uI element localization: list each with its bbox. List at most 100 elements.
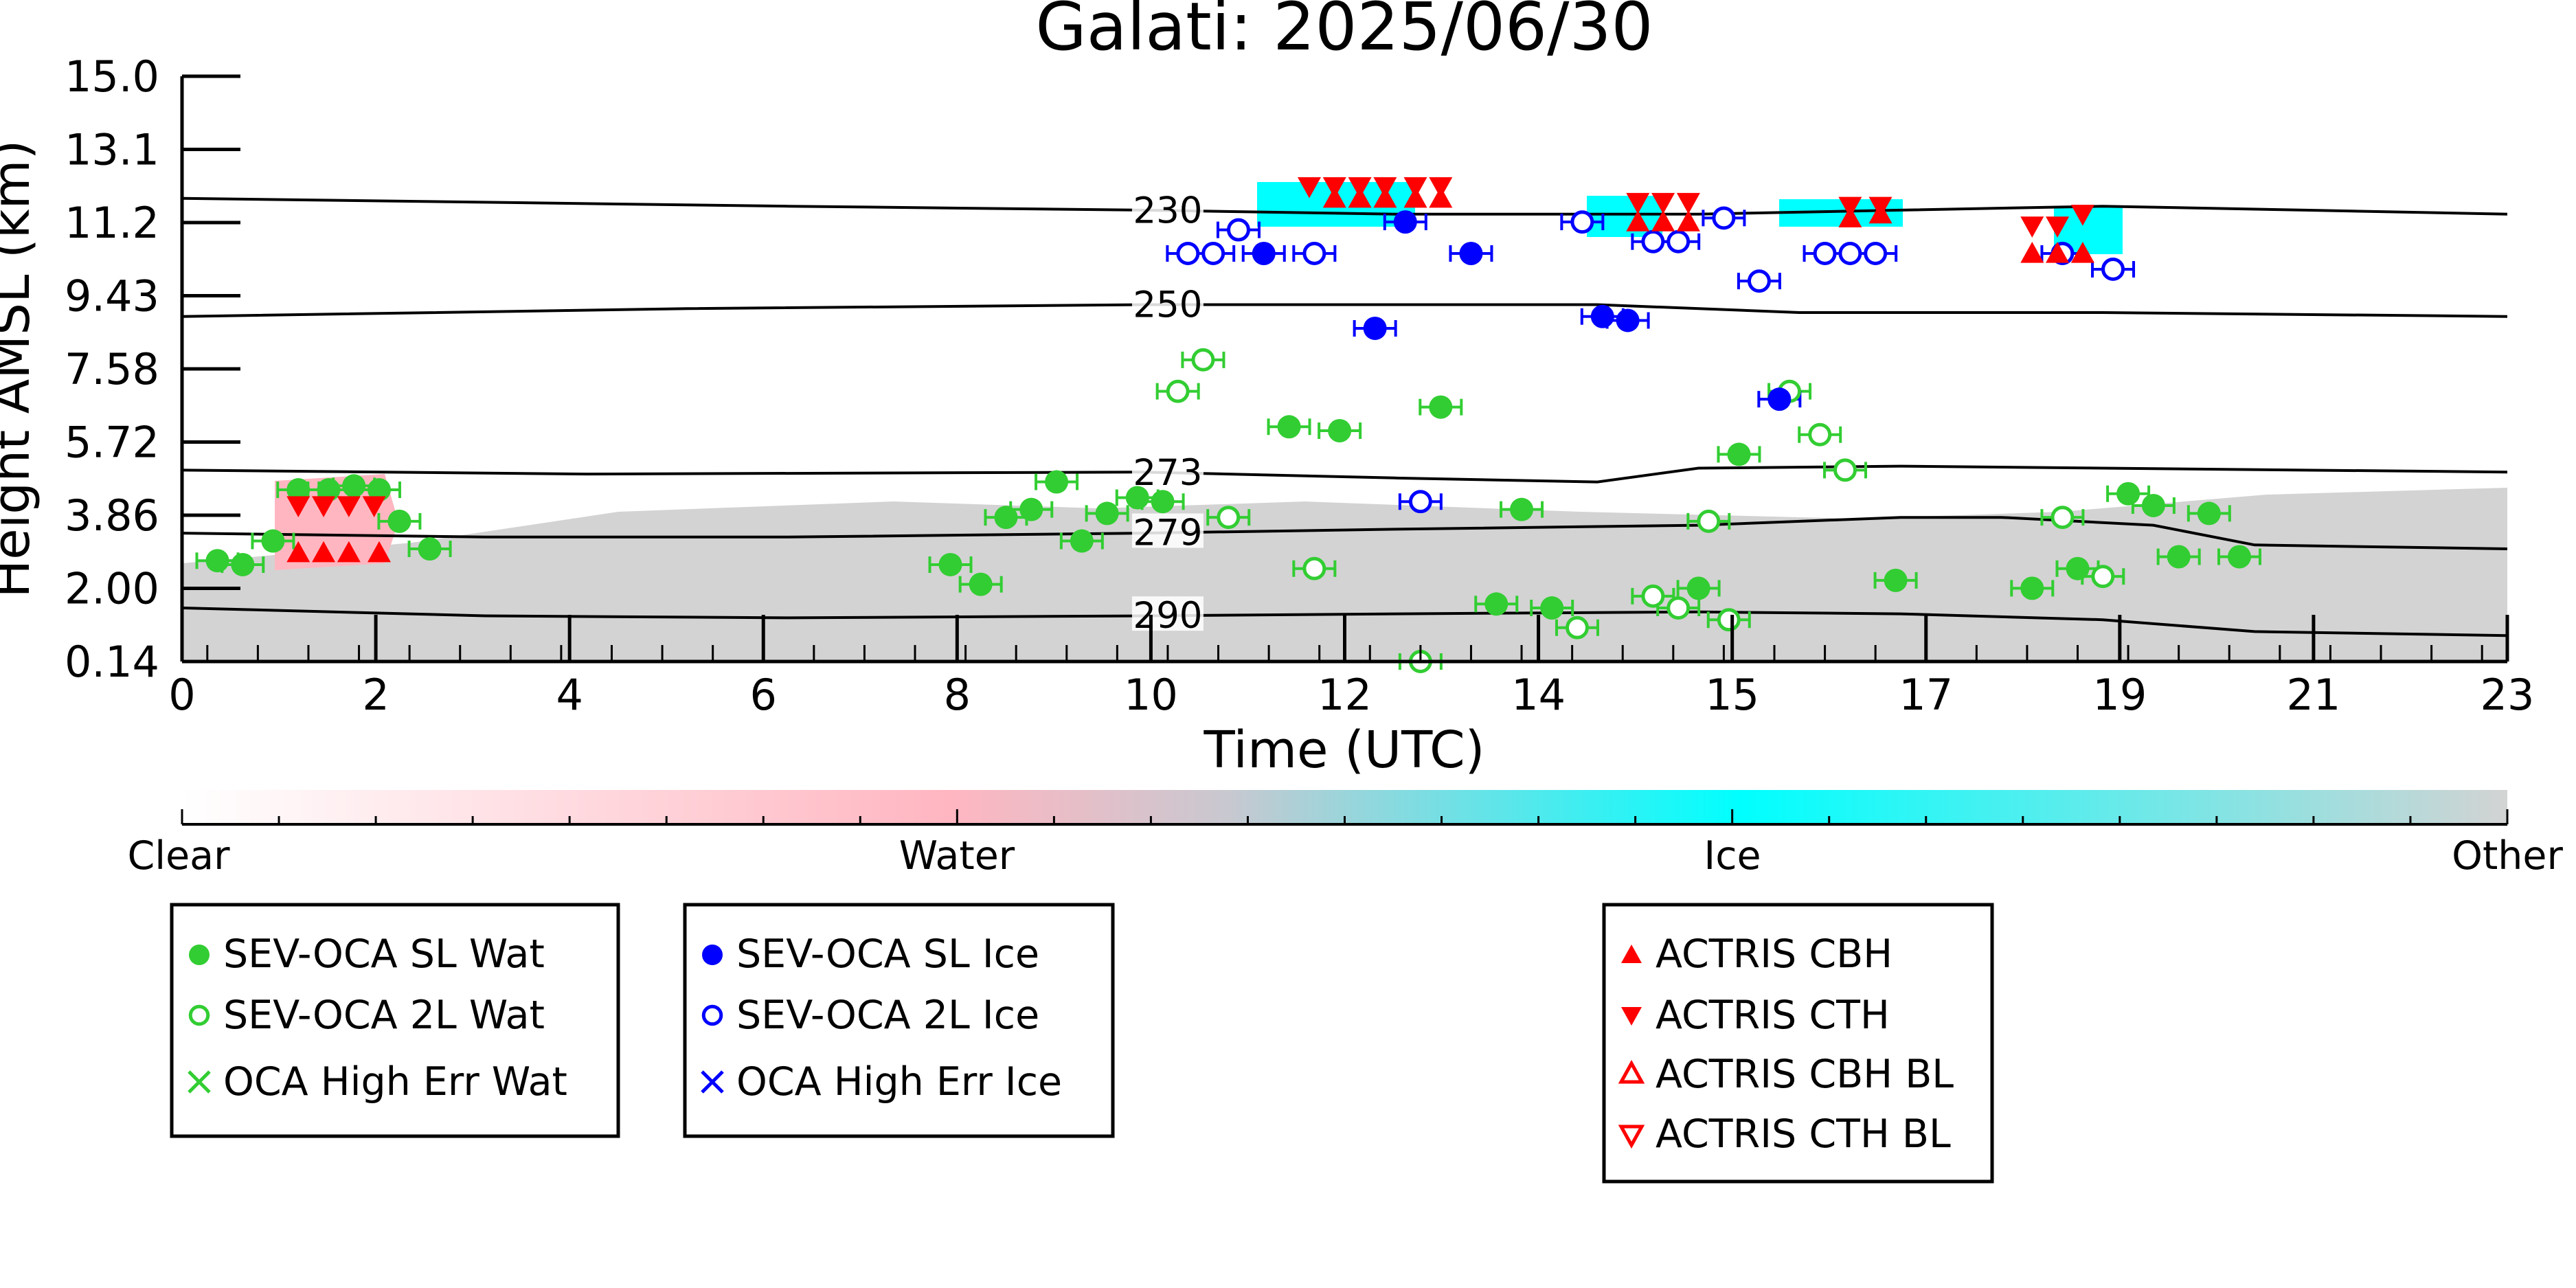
legend-label-oca-err-wat: OCA High Err Wat — [223, 1059, 567, 1105]
actris-cth-point — [1403, 177, 1427, 199]
sev-oca-2l-ice-point — [1838, 242, 1862, 265]
sev-oca-sl-wat-point — [1884, 568, 1908, 592]
y-tick-label: 13.1 — [65, 125, 159, 175]
x-tick-label: 19 — [2092, 670, 2147, 720]
legend-label-oca-err-ice: OCA High Err Ice — [736, 1059, 1062, 1105]
sev-oca-2l-wat-point — [1641, 584, 1665, 608]
sev-oca-sl-ice-point — [1616, 308, 1640, 332]
sev-oca-sl-wat-point — [1510, 497, 1534, 521]
actris-cth-point — [2020, 216, 2044, 238]
sev-oca-2l-wat-point — [2091, 565, 2115, 589]
legend-marker-sev-oca-sl-ice — [702, 945, 723, 965]
x-tick-label: 17 — [1899, 670, 1953, 720]
x-tick-label: 6 — [750, 670, 777, 720]
legend-label-actris-cbh: ACTRIS CBH — [1656, 931, 1893, 977]
sev-oca-sl-wat-point — [286, 478, 310, 502]
sev-oca-sl-wat-point — [2066, 556, 2090, 580]
sev-oca-2l-ice-point — [1570, 210, 1594, 234]
sev-oca-sl-wat-point — [1540, 596, 1564, 620]
sev-oca-sl-wat-point — [2227, 545, 2251, 569]
actris-cth-point — [1373, 177, 1397, 199]
actris-cth-point — [337, 496, 361, 517]
actris-cbh-point — [337, 541, 361, 563]
sev-oca-sl-wat-point — [2141, 493, 2165, 517]
sev-oca-sl-ice-point — [1459, 242, 1483, 266]
actris-cth-point — [1626, 192, 1650, 214]
actris-cth-point — [1651, 192, 1675, 214]
sev-oca-sl-ice-point — [1393, 210, 1417, 234]
y-tick-label: 5.72 — [65, 418, 159, 468]
isotherm-label-bg — [1131, 191, 1204, 226]
sev-oca-sl-wat-point — [938, 552, 962, 576]
isotherm-label-bg — [1131, 285, 1204, 320]
isotherms: 230 250 273 279 290 — [181, 190, 2508, 637]
sev-oca-2l-wat-point — [1667, 596, 1691, 620]
isotherm-label-bg — [1131, 513, 1204, 548]
sev-oca-sl-wat-point — [2020, 576, 2044, 600]
sev-oca-sl-wat-point — [994, 506, 1018, 530]
legend-items: SEV-OCA SL Wat SEV-OCA 2L Wat OCA High E… — [188, 931, 1954, 1157]
sev-oca-sl-wat-point — [1484, 592, 1509, 616]
x-tick-label: 4 — [556, 670, 583, 720]
sev-oca-sl-wat-point — [1328, 419, 1352, 443]
actris-cth-point — [362, 496, 386, 517]
sev-oca-sl-wat-point — [317, 478, 341, 502]
y-tick-label: 9.43 — [65, 271, 159, 321]
legend-label-sev-sl-wat: SEV-OCA SL Wat — [223, 931, 545, 977]
sev-oca-2l-ice-point — [1667, 229, 1691, 253]
sev-oca-2l-wat-point — [1833, 458, 1857, 482]
legend-label-sev-2l-wat: SEV-OCA 2L Wat — [223, 993, 545, 1038]
actris-cth-point — [1676, 192, 1700, 214]
actris-cbh-point — [1651, 210, 1675, 231]
sev-oca-2l-wat-point — [2050, 506, 2075, 530]
actris-cbh-point — [312, 541, 336, 563]
actris-cth-point — [286, 496, 310, 517]
isotherm-250 — [181, 303, 2508, 318]
legend-marker-actris-cth — [1621, 1007, 1642, 1026]
legend-label-sev-2l-ice: SEV-OCA 2L Ice — [736, 993, 1039, 1038]
y-axis-label: Height AMSL (km) — [0, 139, 41, 598]
x-tick-label: 21 — [2286, 670, 2340, 720]
legend-label-actris-cth: ACTRIS CTH — [1656, 993, 1890, 1038]
sev-oca-2l-wat-point — [1566, 615, 1589, 640]
sev-oca-sl-wat-point — [969, 572, 993, 596]
isotherm-230 — [181, 196, 2508, 216]
colorbar-label-clear: Clear — [127, 833, 230, 879]
actris-cth-point — [312, 496, 336, 517]
sev-oca-sl-wat-point — [205, 549, 229, 573]
legend-marker-actris-cbh-bl — [1618, 1059, 1645, 1084]
actris-cth-point — [1348, 177, 1372, 199]
sev-oca-sl-wat-point — [231, 552, 255, 576]
isotherm-label-bg — [1131, 596, 1204, 631]
colorbar-label-other: Other — [2452, 833, 2563, 879]
actris-cth-point — [2046, 216, 2070, 238]
legend-label-actris-cbh-bl: ACTRIS CBH BL — [1656, 1052, 1954, 1097]
sev-oca-2l-ice-point — [1201, 242, 1225, 265]
legend-label-sev-sl-ice: SEV-OCA SL Ice — [736, 931, 1039, 977]
sev-oca-sl-wat-point — [1686, 576, 1710, 600]
x-tick-label: 14 — [1511, 670, 1566, 720]
actris-cbh-point — [2070, 242, 2094, 263]
y-tick-label: 3.86 — [65, 490, 159, 541]
x-axis-label: Time (UTC) — [1203, 721, 1484, 780]
sev-oca-2l-wat-point — [1697, 509, 1721, 533]
sev-oca-sl-wat-point — [342, 474, 366, 498]
y-tick-label: 0.14 — [65, 637, 159, 687]
isotherm-273 — [181, 464, 2508, 484]
markers — [205, 177, 2251, 673]
y-tick-label: 11.2 — [65, 198, 159, 248]
sev-oca-sl-wat-point — [418, 537, 442, 561]
legend-ice-box — [683, 903, 1115, 1138]
isotherm-label: 290 — [1133, 595, 1202, 637]
legend-marker-oca-high-err-wat — [188, 1070, 211, 1094]
sev-oca-sl-wat-point — [1277, 415, 1301, 439]
x-tick-label: 23 — [2481, 670, 2535, 720]
sev-oca-sl-wat-point — [2116, 482, 2140, 506]
isotherm-label: 273 — [1133, 452, 1202, 494]
y-tick-label: 2.00 — [65, 564, 159, 614]
sev-oca-2l-wat-point — [1717, 608, 1741, 632]
actris-cbh-point — [1626, 210, 1650, 231]
y-ticks: 15.0 13.1 11.2 9.43 7.58 5.72 3.86 2.00 0.14 — [65, 52, 240, 687]
actris-cbh-point — [1676, 210, 1700, 231]
sev-oca-2l-ice-point — [1176, 242, 1200, 265]
